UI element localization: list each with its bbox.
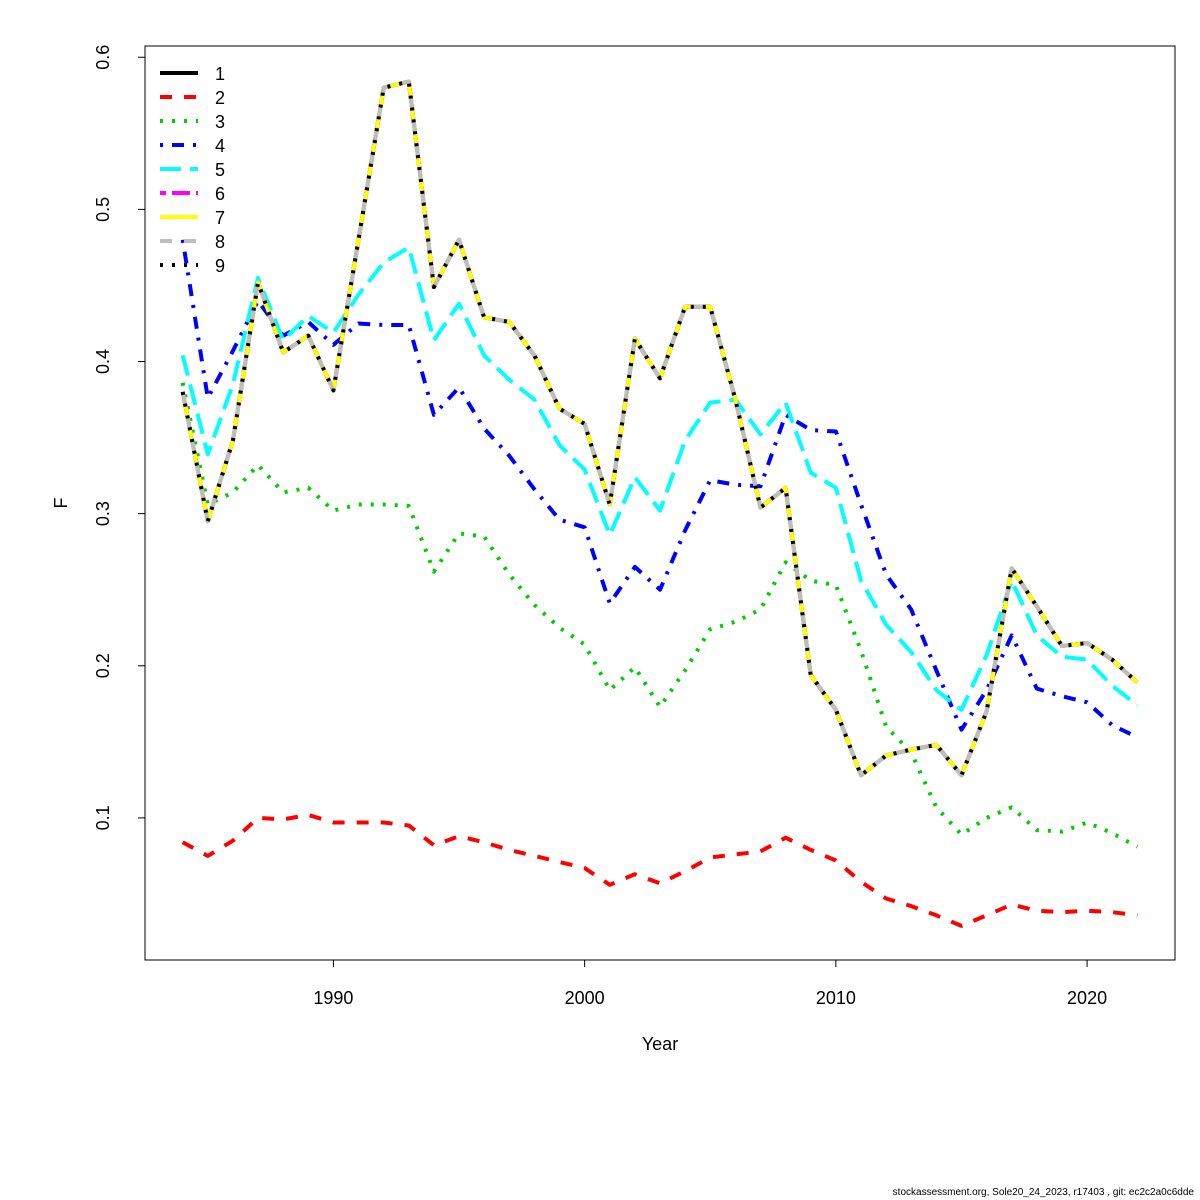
series-line-9 [180, 79, 1139, 778]
series-line-8 [180, 79, 1139, 778]
y-axis: 0.1 0.2 0.3 0.4 0.5 0.6 [93, 45, 146, 830]
x-tick-label: 2020 [1067, 988, 1107, 1008]
x-tick-label: 2010 [816, 988, 856, 1008]
legend-label-1: 1 [215, 64, 225, 84]
y-tick-label: 0.5 [93, 197, 113, 222]
x-tick-label: 1990 [313, 988, 353, 1008]
x-axis-label: Year [642, 1034, 678, 1054]
legend-label-5: 5 [215, 160, 225, 180]
series-line-5 [180, 245, 1139, 712]
series-line-3 [180, 382, 1139, 849]
legend-label-6: 6 [215, 184, 225, 204]
series-lines [180, 79, 1139, 928]
y-tick-label: 0.2 [93, 653, 113, 678]
footer-caption: stockassessment.org, Sole20_24_2023, r17… [892, 1187, 1194, 1198]
legend-label-2: 2 [215, 88, 225, 108]
legend-label-9: 9 [215, 256, 225, 276]
y-tick-label: 0.1 [93, 805, 113, 830]
legend-label-8: 8 [215, 232, 225, 252]
legend-label-7: 7 [215, 208, 225, 228]
series-line-2 [181, 812, 1138, 928]
plot-frame [144, 45, 1176, 961]
legend-label-4: 4 [215, 136, 225, 156]
y-tick-label: 0.3 [93, 501, 113, 526]
y-axis-label: F [51, 498, 71, 509]
x-tick-label: 2000 [565, 988, 605, 1008]
y-tick-label: 0.6 [93, 45, 113, 70]
legend: 1 2 3 4 5 6 7 8 9 [160, 64, 225, 276]
y-tick-label: 0.4 [93, 349, 113, 374]
x-axis: 1990 2000 2010 2020 [313, 959, 1107, 1008]
legend-label-3: 3 [215, 112, 225, 132]
